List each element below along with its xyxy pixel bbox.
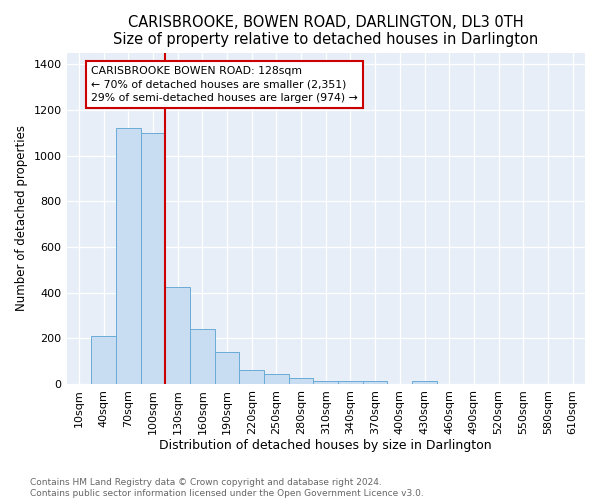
Bar xyxy=(338,380,363,384)
Bar xyxy=(165,287,190,384)
Bar xyxy=(116,128,140,384)
Title: CARISBROOKE, BOWEN ROAD, DARLINGTON, DL3 0TH
Size of property relative to detach: CARISBROOKE, BOWEN ROAD, DARLINGTON, DL3… xyxy=(113,15,538,48)
Bar xyxy=(363,380,388,384)
Bar xyxy=(412,380,437,384)
Text: CARISBROOKE BOWEN ROAD: 128sqm
← 70% of detached houses are smaller (2,351)
29% : CARISBROOKE BOWEN ROAD: 128sqm ← 70% of … xyxy=(91,66,358,103)
Bar xyxy=(239,370,264,384)
Bar xyxy=(215,352,239,384)
Bar xyxy=(264,374,289,384)
Y-axis label: Number of detached properties: Number of detached properties xyxy=(15,126,28,312)
Bar xyxy=(190,329,215,384)
X-axis label: Distribution of detached houses by size in Darlington: Distribution of detached houses by size … xyxy=(160,440,492,452)
Bar xyxy=(313,380,338,384)
Bar xyxy=(289,378,313,384)
Text: Contains HM Land Registry data © Crown copyright and database right 2024.
Contai: Contains HM Land Registry data © Crown c… xyxy=(30,478,424,498)
Bar xyxy=(91,336,116,384)
Bar xyxy=(140,132,165,384)
